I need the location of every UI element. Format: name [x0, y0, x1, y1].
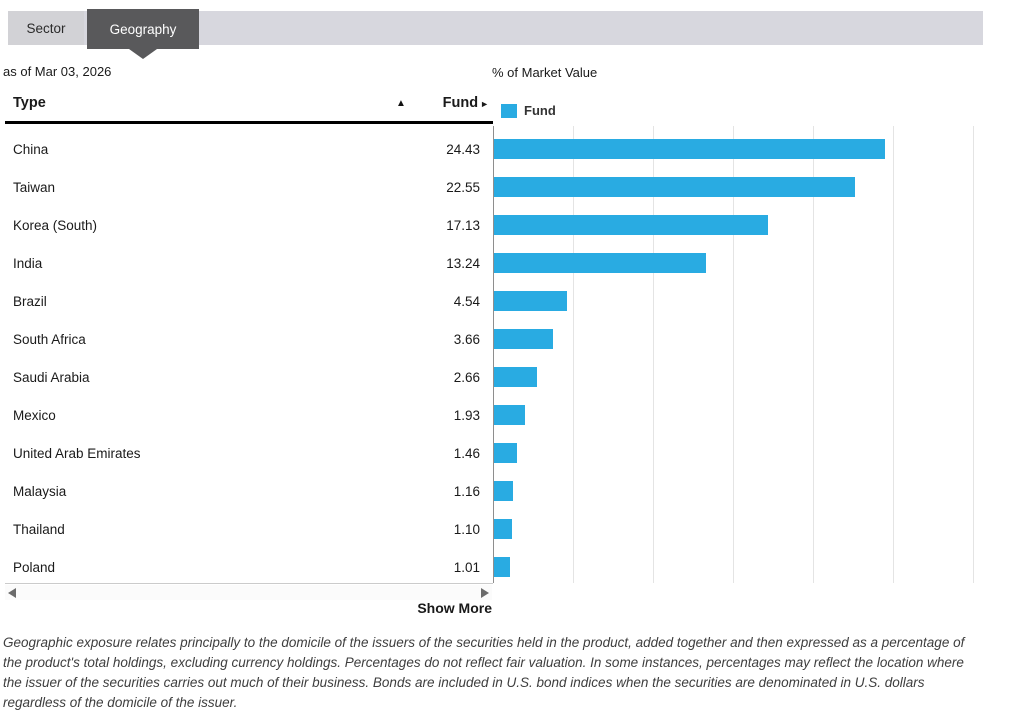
- gridline: [813, 126, 814, 583]
- as-of-date: as of Mar 03, 2026: [3, 64, 112, 79]
- table-row: Thailand 1.10: [0, 519, 493, 539]
- fund-value: 1.10: [453, 521, 480, 537]
- sort-ascending-icon[interactable]: ▲: [396, 98, 406, 109]
- country-label: Malaysia: [13, 483, 67, 499]
- table-row: Taiwan 22.55: [0, 177, 493, 197]
- type-column-header: Type: [13, 95, 46, 111]
- country-label: Taiwan: [13, 179, 56, 195]
- fund-bar: [494, 557, 510, 577]
- country-label: Brazil: [13, 293, 47, 309]
- fund-value: 1.16: [453, 483, 480, 499]
- tab-geography[interactable]: Geography: [87, 9, 199, 49]
- table-row: Saudi Arabia 2.66: [0, 367, 493, 387]
- table-row: Brazil 4.54: [0, 291, 493, 311]
- country-label: Poland: [13, 559, 56, 575]
- fund-value: 3.66: [453, 331, 480, 347]
- country-label: Saudi Arabia: [13, 369, 90, 385]
- fund-bar: [494, 481, 513, 501]
- scroll-right-icon[interactable]: [481, 588, 489, 598]
- fund-value: 1.93: [453, 407, 480, 423]
- gridline: [973, 126, 974, 583]
- fund-bar: [494, 139, 885, 159]
- fund-value: 1.46: [453, 445, 480, 461]
- fund-legend-swatch: [501, 103, 517, 118]
- table-row: Poland 1.01: [0, 557, 493, 577]
- fund-legend-label: Fund: [524, 103, 556, 118]
- fund-bar: [494, 519, 512, 539]
- fund-value: 1.01: [453, 559, 480, 575]
- fund-bar: [494, 215, 768, 235]
- fund-bar: [494, 177, 855, 197]
- fund-bar: [494, 291, 567, 311]
- gridline: [893, 126, 894, 583]
- tab-sector[interactable]: Sector: [8, 11, 84, 45]
- country-label: South Africa: [13, 331, 86, 347]
- gridline: [573, 126, 574, 583]
- table-row: United Arab Emirates 1.46: [0, 443, 493, 463]
- fund-bar: [494, 405, 525, 425]
- fund-bar: [494, 253, 706, 273]
- y-axis-line: [493, 126, 494, 583]
- expand-arrow-icon: ►: [480, 99, 489, 109]
- fund-value: 24.43: [446, 141, 480, 157]
- fund-value: 13.24: [446, 255, 480, 271]
- chart-legend: Fund: [501, 103, 556, 118]
- bar-chart-plot: [493, 126, 985, 583]
- active-tab-pointer: [129, 49, 157, 59]
- gridline: [733, 126, 734, 583]
- fund-value: 17.13: [446, 217, 480, 233]
- table-row: India 13.24: [0, 253, 493, 273]
- country-label: United Arab Emirates: [13, 445, 141, 461]
- scroll-left-icon[interactable]: [8, 588, 16, 598]
- table-row: Malaysia 1.16: [0, 481, 493, 501]
- table-row: Mexico 1.93: [0, 405, 493, 425]
- show-more-button[interactable]: Show More: [417, 600, 492, 616]
- fund-bar: [494, 329, 553, 349]
- country-label: Korea (South): [13, 217, 98, 233]
- table-body: China 24.43 Taiwan 22.55 Korea (South) 17.13 I…: [0, 126, 493, 583]
- fund-bar: [494, 367, 537, 387]
- country-label: Mexico: [13, 407, 56, 423]
- table-row: Korea (South) 17.13: [0, 215, 493, 235]
- chart-title: % of Market Value: [492, 65, 598, 80]
- fund-value: 22.55: [446, 179, 480, 195]
- country-label: Thailand: [13, 521, 65, 537]
- horizontal-scrollbar[interactable]: [5, 585, 492, 600]
- fund-value: 2.66: [453, 369, 480, 385]
- country-label: China: [13, 141, 49, 157]
- footnote-text: Geographic exposure relates principally …: [3, 635, 965, 710]
- fund-column-header[interactable]: Fund ►: [443, 95, 489, 111]
- table-row: China 24.43: [0, 139, 493, 159]
- fund-value: 4.54: [453, 293, 480, 309]
- table-row: South Africa 3.66: [0, 329, 493, 349]
- table-bottom-divider: [5, 583, 493, 584]
- table-header-divider: [5, 121, 493, 124]
- country-label: India: [13, 255, 43, 271]
- gridline: [653, 126, 654, 583]
- fund-header-label: Fund: [442, 95, 479, 111]
- fund-bar: [494, 443, 517, 463]
